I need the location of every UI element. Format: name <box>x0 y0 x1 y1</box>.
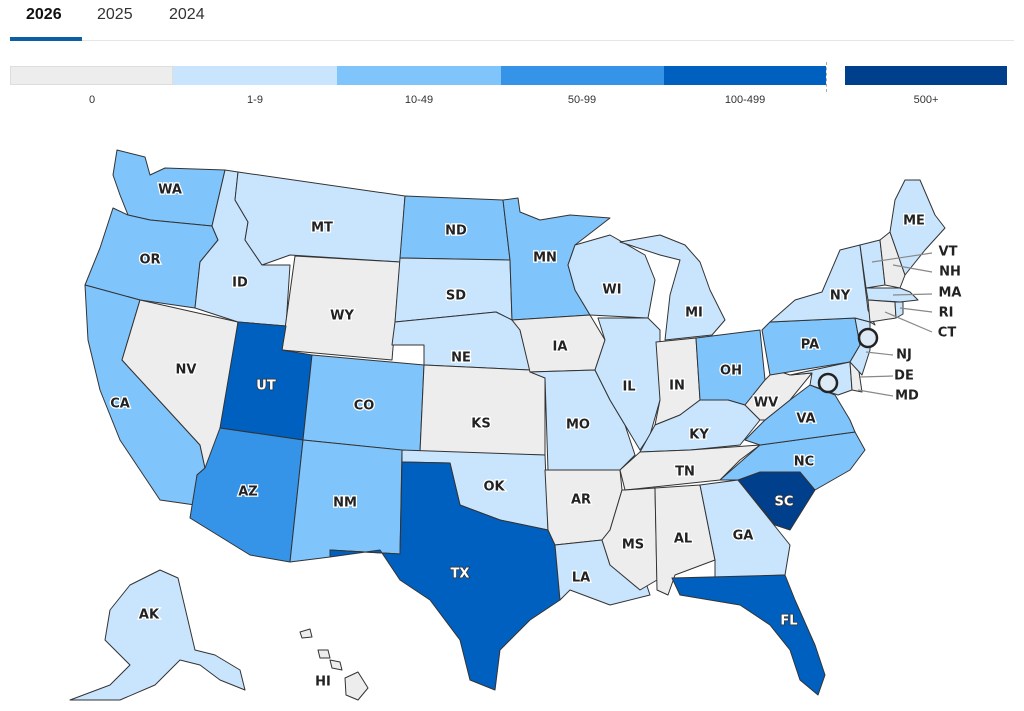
legend-label: 50-99 <box>567 94 597 106</box>
legend-swatch-100-499 <box>664 66 826 85</box>
state-label: NY <box>830 289 851 304</box>
legend-label: 10-49 <box>404 94 434 106</box>
state-labels: WA OR CA ID NV MT WY UT CO AZ NM ND SD N… <box>109 181 963 691</box>
state-label: ME <box>903 214 925 229</box>
state-label: MN <box>533 251 557 266</box>
state-label: RI <box>939 306 954 321</box>
state-hi-islands <box>329 659 343 671</box>
state-label: OH <box>720 364 742 379</box>
state-label: UT <box>256 379 276 394</box>
legend-label: 0 <box>88 94 96 106</box>
state-fl[interactable] <box>671 574 826 696</box>
state-label: WV <box>754 396 778 411</box>
state-label: CT <box>938 326 957 341</box>
state-label: ND <box>445 224 467 239</box>
state-label: SD <box>446 289 466 304</box>
state-label: MA <box>939 286 962 301</box>
legend-swatch-500-plus <box>845 66 1007 85</box>
legend-swatch-10-49 <box>337 66 501 85</box>
state-mt[interactable] <box>234 171 406 266</box>
state-label: PA <box>801 338 819 353</box>
state-label: VA <box>796 412 815 427</box>
state-label: AR <box>571 493 591 508</box>
state-label: MO <box>566 418 590 433</box>
state-label: FL <box>780 614 797 629</box>
state-label: NE <box>451 351 471 366</box>
state-ks[interactable] <box>419 364 546 456</box>
state-label: AL <box>674 532 692 547</box>
legend-swatch-1-9 <box>173 66 337 85</box>
state-label: SC <box>775 495 794 510</box>
state-label: IL <box>622 380 635 395</box>
state-label: ID <box>232 276 248 291</box>
nyc-area-marker[interactable] <box>857 327 879 349</box>
dc-area-marker[interactable] <box>817 372 839 394</box>
state-hi-islands <box>317 649 331 659</box>
state-label: DE <box>894 369 914 384</box>
state-nh[interactable] <box>879 231 906 289</box>
state-label: HI <box>315 675 331 690</box>
state-label: MT <box>311 221 333 236</box>
active-tab-indicator <box>10 37 82 41</box>
state-ky[interactable] <box>639 399 761 453</box>
state-label: OR <box>139 253 160 268</box>
tab-2025[interactable]: 2025 <box>97 6 133 23</box>
year-tabs: 2026 2025 2024 <box>10 0 1014 41</box>
state-label: WA <box>158 183 182 198</box>
state-me[interactable] <box>889 179 946 276</box>
state-label: LA <box>572 571 590 586</box>
state-wy[interactable] <box>281 255 401 361</box>
state-label: IA <box>553 340 568 355</box>
state-label: VT <box>939 245 958 260</box>
legend-swatch-50-99 <box>501 66 664 85</box>
state-label: IN <box>669 379 685 394</box>
state-mi[interactable] <box>619 234 726 341</box>
state-label: TX <box>451 567 470 582</box>
state-label: KY <box>689 428 709 443</box>
state-label: CO <box>354 399 375 414</box>
legend-label: 100-499 <box>724 94 766 106</box>
state-ct[interactable] <box>867 299 897 323</box>
state-label: TN <box>675 465 695 480</box>
state-label: KS <box>471 417 490 432</box>
state-ri[interactable] <box>894 301 904 319</box>
state-label: MS <box>622 538 644 553</box>
state-il[interactable] <box>594 317 661 451</box>
state-label: NV <box>176 363 197 378</box>
state-label: GA <box>733 529 754 544</box>
state-label: OK <box>483 480 505 495</box>
state-ny[interactable] <box>769 244 876 326</box>
leader-lines <box>857 252 933 397</box>
state-label: NH <box>939 265 961 280</box>
tab-2024[interactable]: 2024 <box>169 6 205 23</box>
state-label: AK <box>139 608 160 623</box>
state-label: NC <box>794 455 814 470</box>
states <box>69 149 946 701</box>
tab-2026[interactable]: 2026 <box>26 6 62 23</box>
state-ak[interactable] <box>69 569 246 701</box>
state-label: MD <box>895 389 919 404</box>
state-label: CA <box>110 397 130 412</box>
legend-label: 500+ <box>913 94 939 106</box>
state-label: WY <box>330 309 354 324</box>
state-hi-islands <box>299 628 313 639</box>
state-label: NJ <box>896 348 912 363</box>
state-label: NM <box>333 496 357 511</box>
legend-swatch-0 <box>10 66 173 85</box>
state-tn[interactable] <box>619 444 761 491</box>
state-label: MI <box>685 306 703 321</box>
legend-label: 1-9 <box>247 94 263 106</box>
state-hi[interactable] <box>344 671 369 701</box>
state-tx[interactable] <box>329 461 561 691</box>
state-label: AZ <box>238 485 258 500</box>
legend-divider <box>826 62 827 92</box>
state-label: WI <box>602 283 621 298</box>
